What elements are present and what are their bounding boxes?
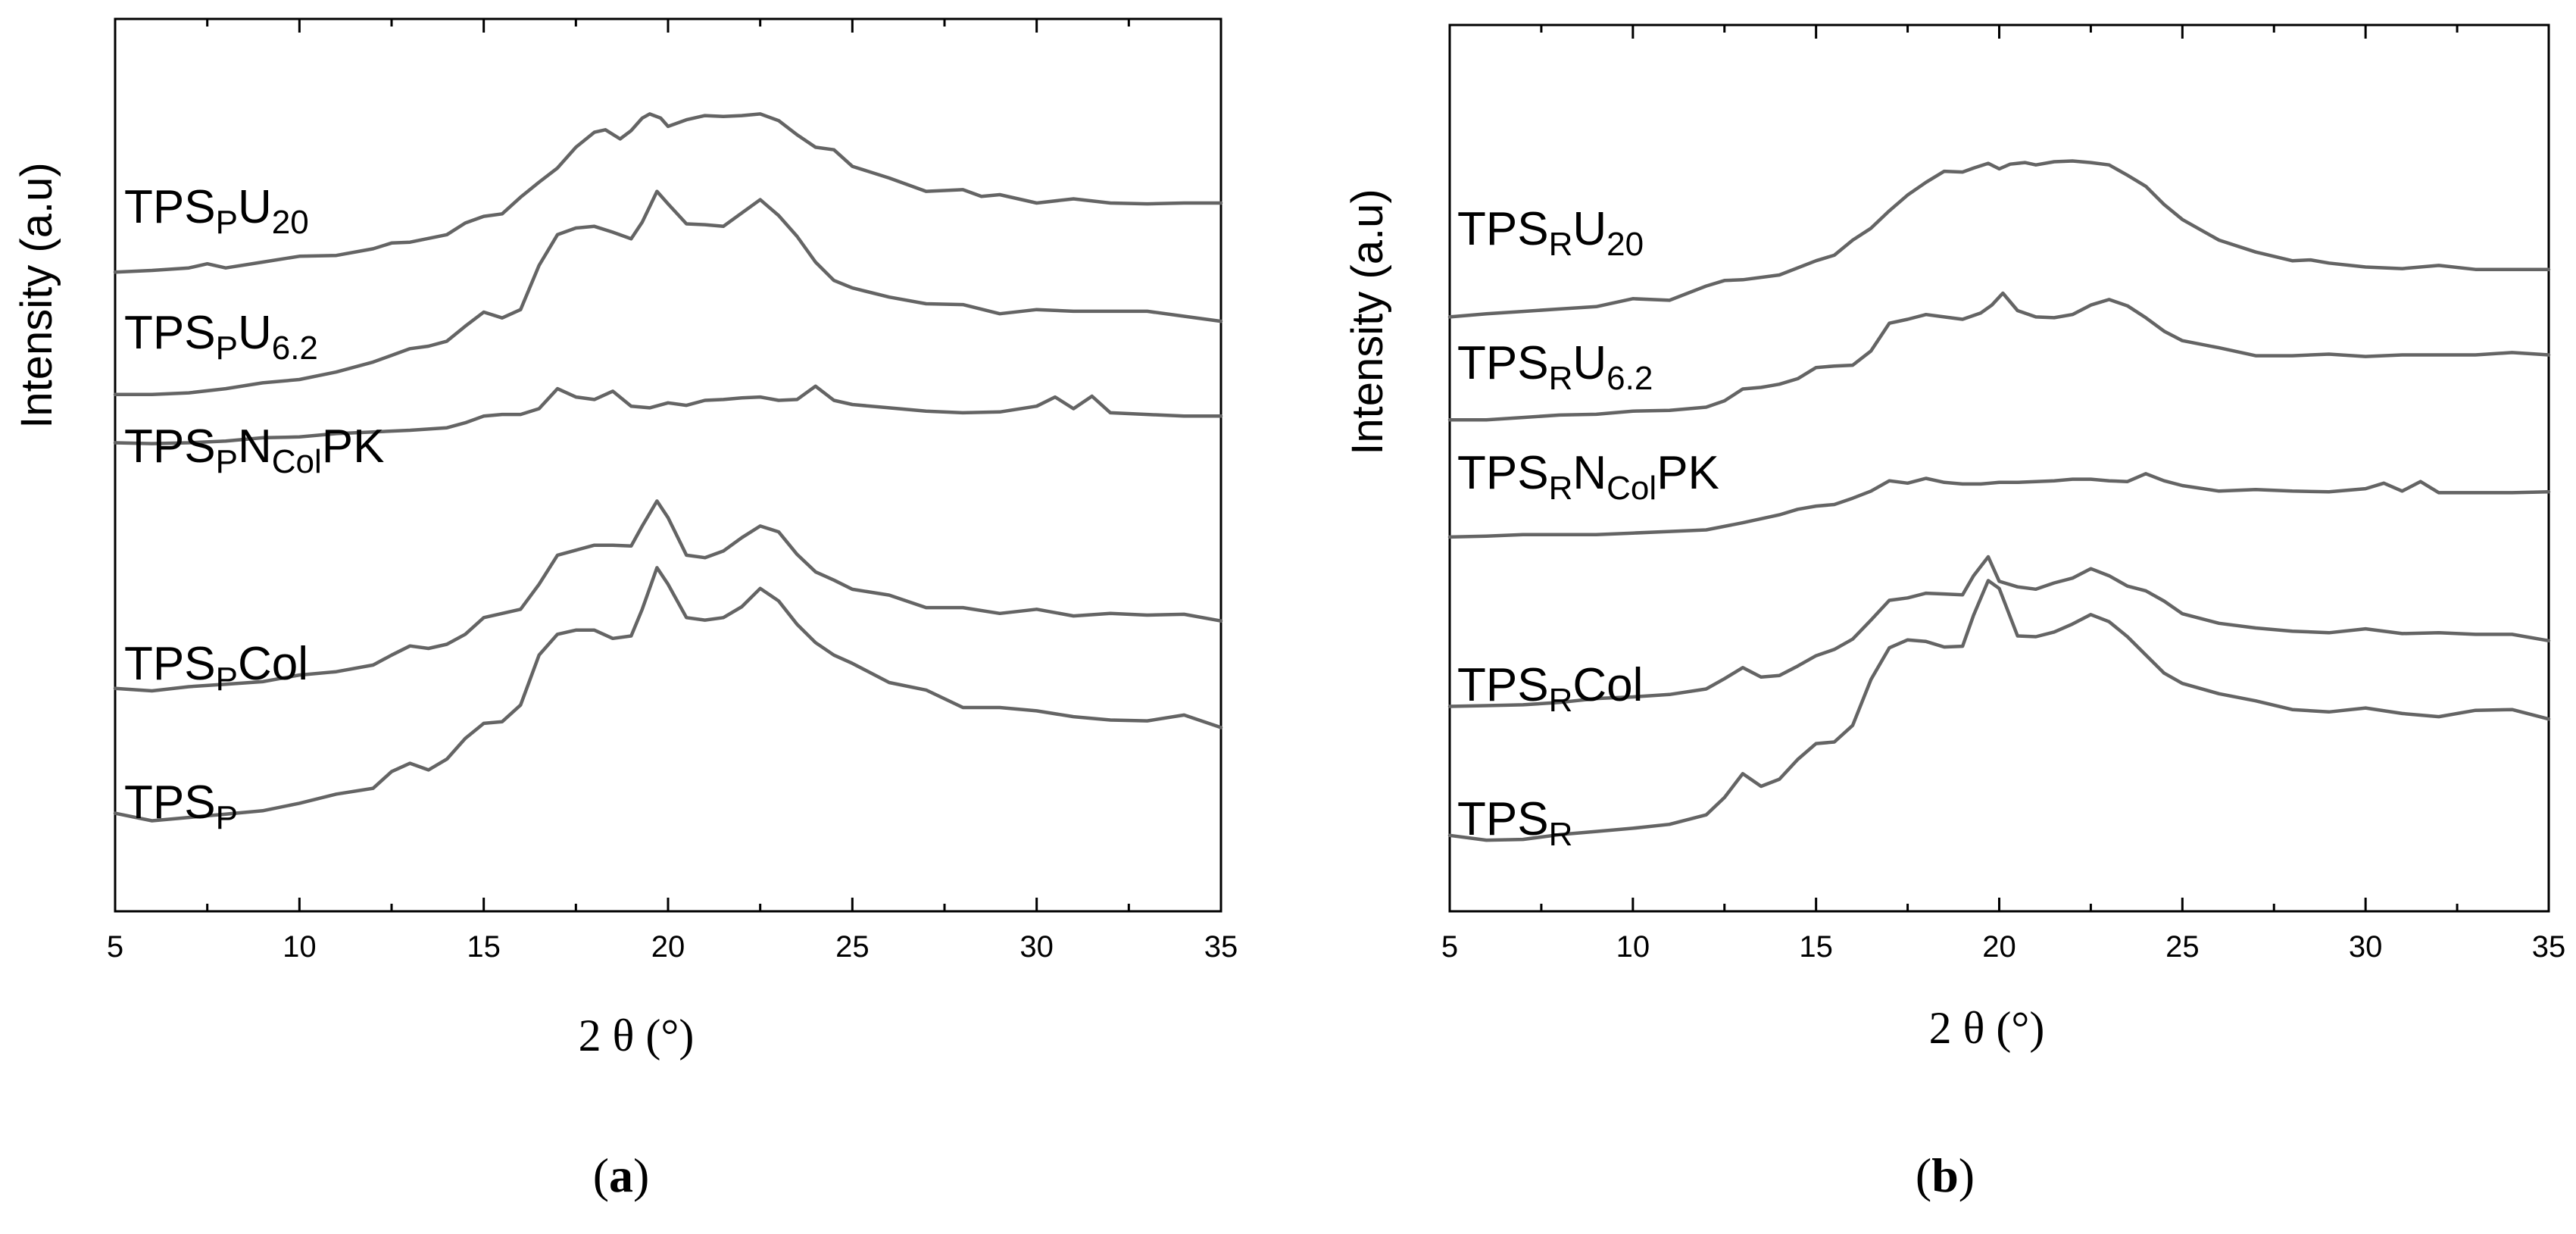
series-label-base: TPS xyxy=(1457,337,1549,389)
series-label-base: TPS xyxy=(1457,793,1549,845)
series-label-tail: PK xyxy=(322,420,385,473)
x-tick-label: 30 xyxy=(1019,930,1054,964)
series-label-mid: Col xyxy=(1572,659,1643,711)
x-tick-label: 20 xyxy=(651,930,685,964)
series-label: TPSRU6.2 xyxy=(1457,337,1653,397)
series-line-TPSPNColPK xyxy=(113,384,1223,445)
x-tick-label: 15 xyxy=(1799,930,1833,964)
series-label-sub: R xyxy=(1549,470,1573,507)
series-label-mid: U xyxy=(1572,203,1606,255)
series-line-TPSPU20 xyxy=(113,112,1223,274)
series-label-mid: U xyxy=(1572,337,1606,389)
series-line-TPSP xyxy=(113,566,1223,823)
x-tick-label: 25 xyxy=(2165,930,2200,964)
series-label-sub: 20 xyxy=(272,204,309,241)
series-label: TPSRNColPK xyxy=(1457,447,1719,507)
series-line-TPSRCol xyxy=(1447,555,2551,708)
panel-label: (a) xyxy=(593,1148,650,1202)
x-tick-label: 35 xyxy=(1204,930,1238,964)
x-tick-label: 10 xyxy=(283,930,317,964)
series-label-sub: R xyxy=(1549,816,1573,853)
series-label: TPSP xyxy=(124,776,238,836)
series-label: TPSR xyxy=(1457,793,1572,853)
series-label: TPSPU20 xyxy=(124,181,309,241)
series-line-TPSRU6.2 xyxy=(1447,291,2551,422)
series-label-sub: Col xyxy=(1606,470,1656,507)
x-tick-label: 20 xyxy=(1982,930,2016,964)
series-label: TPSRU20 xyxy=(1457,203,1644,263)
x-axis-label: 2 θ (°) xyxy=(1929,1003,2045,1053)
series-label-sub: P xyxy=(216,661,238,698)
series-label-base: TPS xyxy=(1457,203,1549,255)
series-label-sub: 20 xyxy=(1606,226,1644,263)
y-axis-label: Intensity (a.u) xyxy=(1343,189,1392,455)
series-label-sub: P xyxy=(216,330,238,367)
series-label-tail: PK xyxy=(1656,447,1719,499)
panel-letter: b xyxy=(1931,1148,1959,1202)
x-tick-label: 5 xyxy=(1441,930,1458,964)
series-label-sub: 6.2 xyxy=(272,330,318,367)
series-label-sub: R xyxy=(1549,682,1573,719)
series-label-mid: U xyxy=(238,307,272,359)
series-label-sub: Col xyxy=(272,443,322,480)
series-label-base: TPS xyxy=(124,307,216,359)
x-tick-label: 35 xyxy=(2532,930,2566,964)
series-label-sub: R xyxy=(1549,226,1573,263)
panel-letter: a xyxy=(609,1148,633,1202)
series-label-base: TPS xyxy=(124,638,216,690)
series-label-sub: P xyxy=(216,443,238,480)
x-tick-label: 5 xyxy=(107,930,123,964)
series-line-TPSPCol xyxy=(113,499,1223,693)
x-tick-label: 15 xyxy=(467,930,501,964)
series-label-mid: Col xyxy=(238,638,308,690)
panel-b: 5 10 15 20 25 30 35 Intensity (a.u) 2 θ (°) (b) TP… xyxy=(1343,23,2566,1202)
panel-a: 5 10 15 20 25 30 35 Intensity (a.u) 2 θ (°) (a) TP… xyxy=(12,17,1238,1202)
series-label-base: TPS xyxy=(1457,447,1549,499)
x-axis-label: 2 θ (°) xyxy=(579,1011,695,1061)
series-label-sub: 6.2 xyxy=(1606,360,1653,397)
series-label-base: TPS xyxy=(1457,659,1549,711)
plot-frame xyxy=(1448,23,2550,913)
y-axis-label: Intensity (a.u) xyxy=(12,162,61,428)
series-label-sub: P xyxy=(216,204,238,241)
series-label: TPSPCol xyxy=(124,638,308,698)
series-label-base: TPS xyxy=(124,776,216,829)
series-label: TPSPNColPK xyxy=(124,420,384,480)
series-label: TPSRCol xyxy=(1457,659,1643,719)
series-label-sub: R xyxy=(1549,360,1573,397)
panel-label: (b) xyxy=(1916,1148,1975,1202)
series-label: TPSPU6.2 xyxy=(124,307,318,367)
series-label-mid: U xyxy=(238,181,272,233)
series-line-TPSRU20 xyxy=(1447,159,2551,319)
series-label-mid: N xyxy=(1572,447,1606,499)
series-line-TPSR xyxy=(1447,579,2551,842)
series-line-TPSRNColPK xyxy=(1447,472,2551,539)
series-line-TPSPU6.2 xyxy=(113,189,1223,397)
series-label-mid: N xyxy=(238,420,272,473)
series-label-sub: P xyxy=(216,799,238,836)
x-tick-label: 10 xyxy=(1616,930,1650,964)
x-tick-label: 30 xyxy=(2349,930,2383,964)
x-tick-label: 25 xyxy=(835,930,870,964)
series-label-base: TPS xyxy=(124,420,216,473)
series-label-base: TPS xyxy=(124,181,216,233)
